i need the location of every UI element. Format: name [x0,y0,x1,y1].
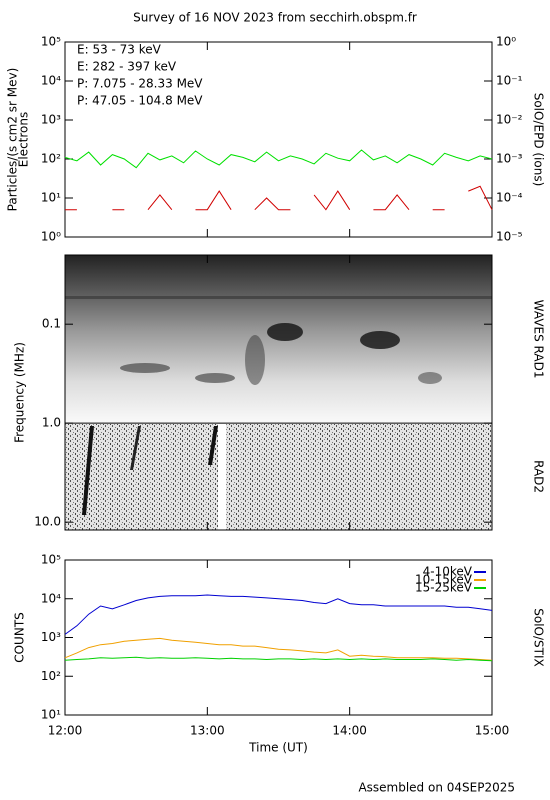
legend-label: 4-10keV [423,565,473,579]
y2-axis-label: SolO/STIX [532,608,546,667]
y2-axis-label: SolO/EPD (ions) [532,93,546,187]
x-tick-label: 13:00 [190,724,225,738]
y-axis-label: Electrons [17,112,31,167]
spectrogram-image [65,255,492,530]
panel-frame [64,41,493,238]
y-axis-label: Particles/(s cm2 sr Mev) [6,68,20,212]
y-tick-label: 10.0 [34,515,61,529]
y-tick-label: 10¹ [41,708,61,722]
legend-label: 10-15keV [415,573,473,587]
series-line [65,185,493,211]
legend-label: 15-25keV [415,581,473,595]
y-tick-label: 0.1 [42,317,61,331]
series-line [64,656,493,662]
y2-tick-label: 10⁻¹ [496,74,523,88]
y2-tick-label: 10⁰ [496,35,516,49]
y-tick-label: 10² [41,669,61,683]
legend-label: P: 7.075 - 28.33 MeV [77,77,203,91]
band-label: WAVES RAD1 [532,300,546,379]
y-tick-label: 10⁵ [41,35,61,49]
x-tick-label: 12:00 [48,724,83,738]
y-axis-label: Frequency (MHz) [13,342,27,443]
title: Survey of 16 NOV 2023 from secchirh.obsp… [133,11,417,25]
y-tick-label: 10³ [41,630,61,644]
x-tick-label: 14:00 [332,724,367,738]
y-tick-label: 10⁴ [41,74,61,88]
series-line [64,594,493,635]
y-tick-label: 10² [41,152,61,166]
y-tick-label: 10⁰ [41,230,61,244]
legend-label: P: 47.05 - 104.8 MeV [77,94,203,108]
panel-frame [64,254,493,531]
footer: Assembled on 04SEP2025 [358,781,515,795]
y-tick-label: 10³ [41,113,61,127]
series-line [64,637,493,661]
y2-tick-label: 10⁻⁴ [496,191,523,205]
legend-label: E: 53 - 73 keV [77,43,162,57]
x-tick-label: 15:00 [475,724,510,738]
y-tick-label: 10⁵ [41,553,61,567]
y-tick-label: 10¹ [41,191,61,205]
y2-tick-label: 10⁻⁵ [496,230,523,244]
legend-label: E: 282 - 397 keV [77,60,177,74]
band-label: RAD2 [532,460,546,493]
y-tick-label: 10⁴ [41,591,61,605]
y-tick-label: 1.0 [42,416,61,430]
y2-tick-label: 10⁻² [496,113,523,127]
y2-tick-label: 10⁻³ [496,152,523,166]
y-axis-label: COUNTS [13,612,27,663]
series-line [64,149,493,169]
x-axis-label: Time (UT) [248,741,308,755]
